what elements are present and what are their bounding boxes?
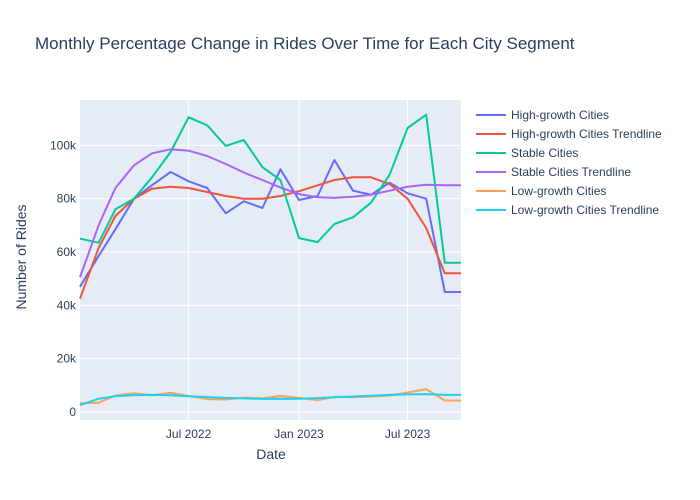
legend-label: Stable Cities Trendline bbox=[511, 164, 632, 179]
legend: High-growth Cities High-growth Cities Tr… bbox=[476, 105, 662, 219]
gridlines bbox=[80, 100, 461, 420]
y-axis-ticks: 0 20k 40k 60k 80k 100k bbox=[50, 138, 77, 419]
y-tick-label: 80k bbox=[57, 192, 77, 206]
legend-item-high-growth[interactable]: High-growth Cities bbox=[476, 105, 662, 124]
legend-label: High-growth Cities bbox=[511, 107, 610, 122]
series-line-low-growth-cities-trendline[interactable] bbox=[79, 393, 461, 407]
y-tick-label: 20k bbox=[57, 352, 77, 366]
x-tick-label: Jul 2022 bbox=[166, 427, 212, 441]
y-axis-label: Number of Rides bbox=[13, 204, 29, 310]
legend-label: Low-growth Cities bbox=[511, 183, 607, 198]
x-axis-ticks: Jul 2022 Jan 2023 Jul 2023 bbox=[166, 427, 431, 441]
series-line-stable-cities-trendline[interactable] bbox=[79, 148, 461, 278]
x-tick-label: Jan 2023 bbox=[274, 427, 324, 441]
legend-item-stable[interactable]: Stable Cities bbox=[476, 143, 662, 162]
y-tick-label: 0 bbox=[69, 405, 76, 419]
legend-swatch bbox=[476, 170, 506, 173]
legend-swatch bbox=[476, 189, 506, 192]
x-tick-label: Jul 2023 bbox=[385, 427, 431, 441]
plot-background bbox=[80, 100, 461, 420]
x-axis-label: Date bbox=[256, 446, 286, 462]
series-line-stable-cities[interactable] bbox=[79, 113, 461, 264]
legend-swatch bbox=[476, 208, 506, 211]
series-line-high-growth-cities-trendline[interactable] bbox=[79, 176, 461, 300]
legend-item-low-growth-trendline[interactable]: Low-growth Cities Trendline bbox=[476, 200, 662, 219]
legend-swatch bbox=[476, 132, 506, 135]
series-lines bbox=[79, 113, 461, 407]
y-tick-label: 100k bbox=[50, 138, 77, 152]
legend-label: High-growth Cities Trendline bbox=[511, 126, 662, 141]
y-tick-label: 60k bbox=[57, 245, 77, 259]
chart-title: Monthly Percentage Change in Rides Over … bbox=[35, 34, 575, 53]
legend-label: Low-growth Cities Trendline bbox=[511, 202, 660, 217]
y-tick-label: 40k bbox=[57, 298, 77, 312]
legend-item-stable-trendline[interactable]: Stable Cities Trendline bbox=[476, 162, 662, 181]
legend-swatch bbox=[476, 113, 506, 116]
legend-label: Stable Cities bbox=[511, 145, 579, 160]
legend-item-high-growth-trendline[interactable]: High-growth Cities Trendline bbox=[476, 124, 662, 143]
legend-swatch bbox=[476, 151, 506, 154]
legend-item-low-growth[interactable]: Low-growth Cities bbox=[476, 181, 662, 200]
